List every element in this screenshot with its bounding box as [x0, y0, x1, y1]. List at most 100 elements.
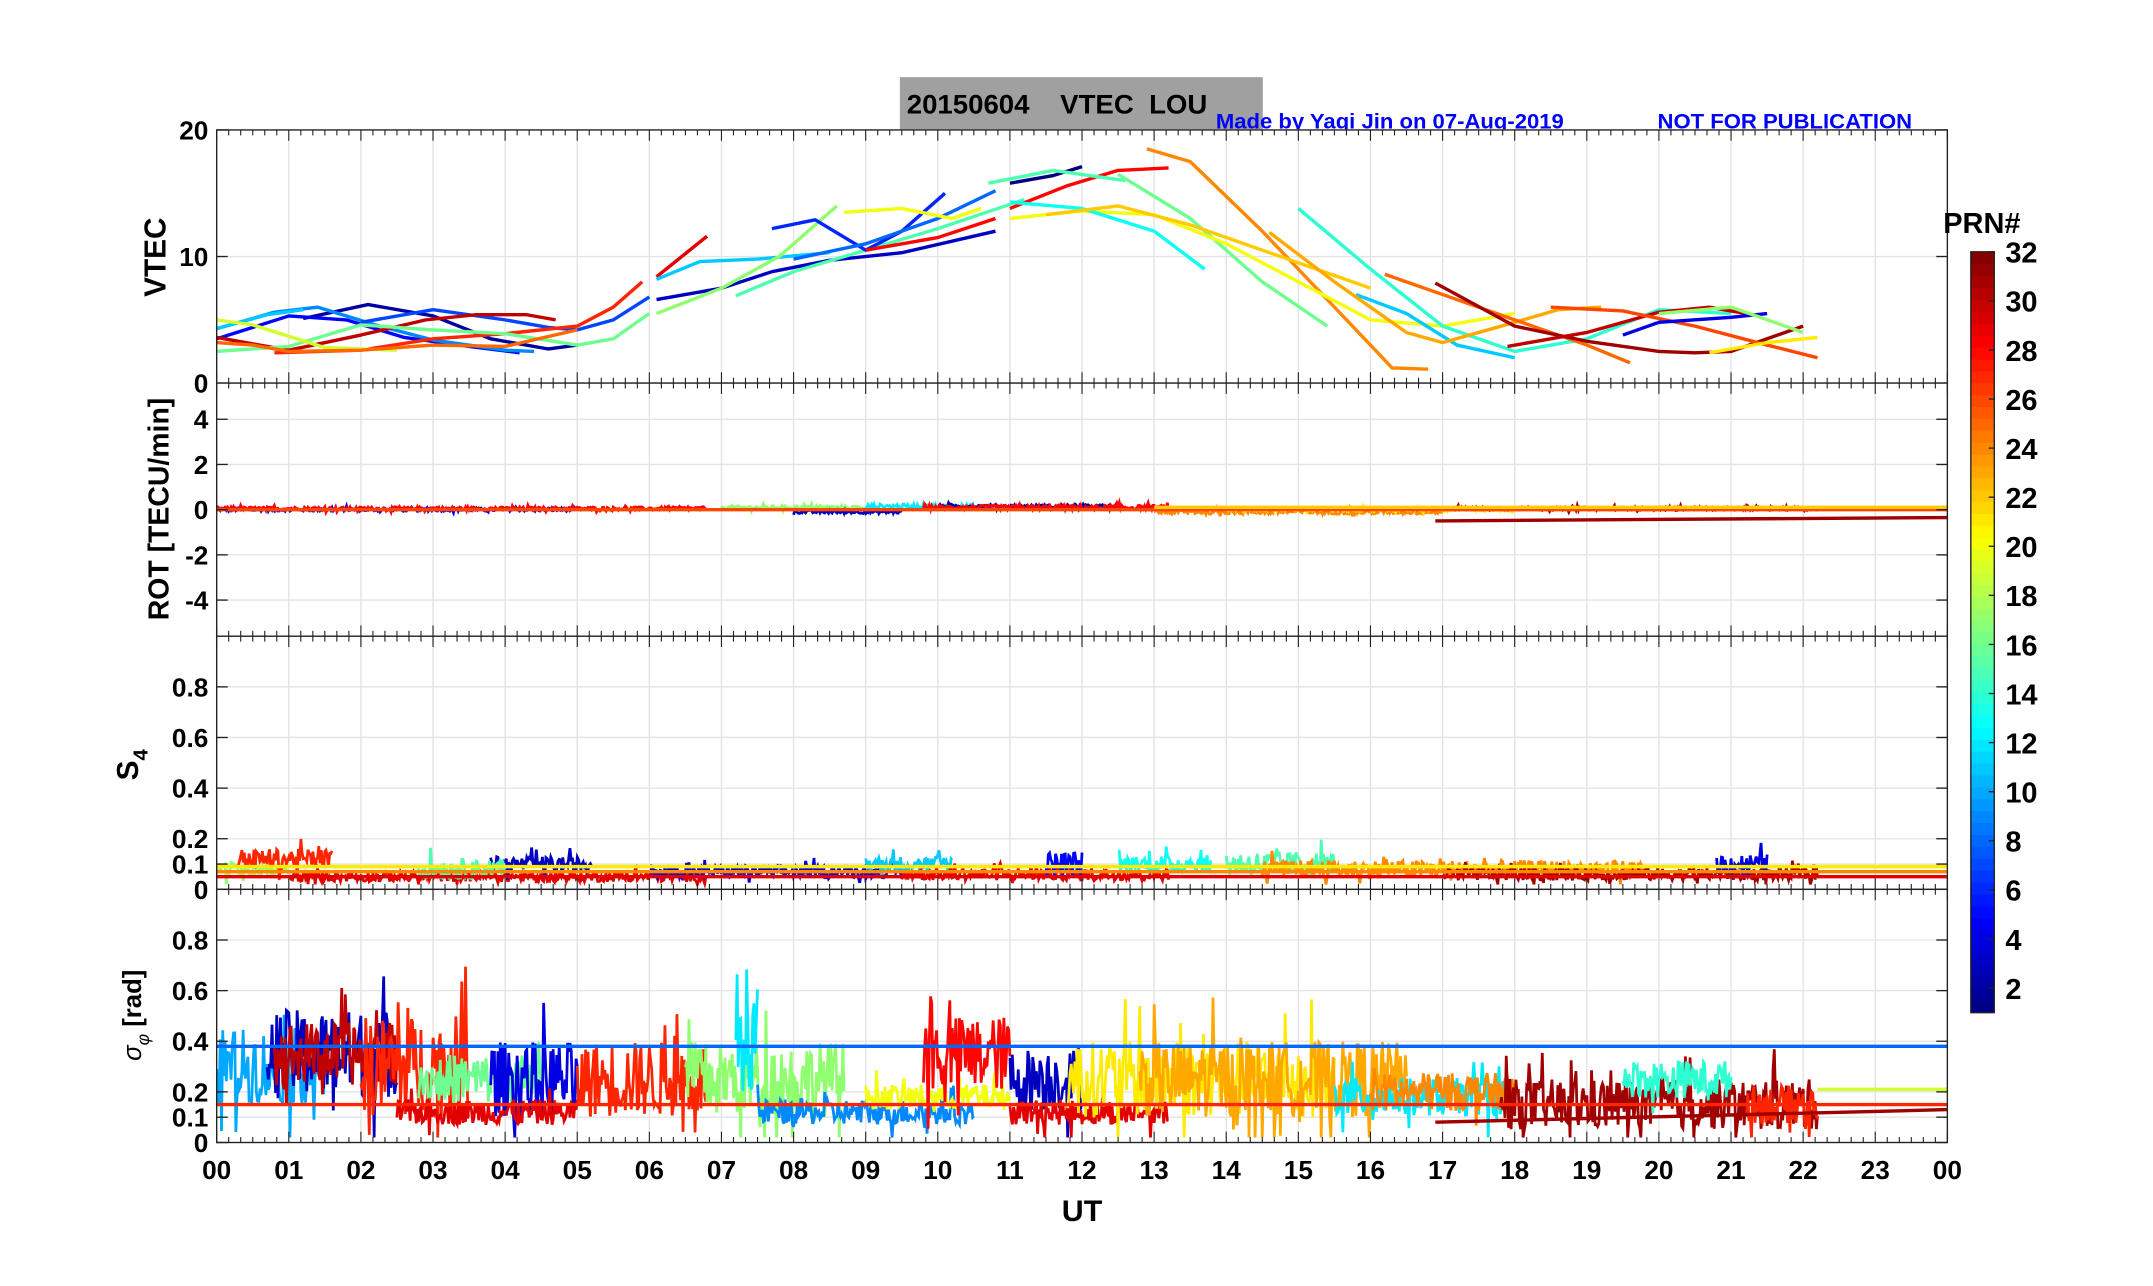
vtec-trace-prn-11	[1355, 292, 1516, 360]
ylabel-rot: ROT [TECU/min]	[143, 398, 175, 621]
vtec-trace-prn-25	[216, 328, 578, 354]
colorbar-swatch	[1970, 275, 1995, 289]
x-tick-label: 11	[996, 1155, 1024, 1185]
y-tick-label: 0.6	[172, 976, 208, 1006]
colorbar-swatch	[1970, 513, 1995, 526]
y-tick-label: 0	[194, 495, 209, 525]
panel-vtec: 0 10 20	[179, 116, 1949, 399]
x-tick-label: 14	[1212, 1155, 1242, 1185]
vtec-trace-prn-11	[655, 251, 830, 281]
colorbar-tick-label: 24	[2005, 434, 2037, 466]
colorbar-swatch	[1970, 798, 1995, 812]
colorbar-swatch	[1970, 893, 1995, 907]
y-tick-label: 0.6	[172, 723, 208, 753]
vtec-trace-prn-22	[1045, 204, 1372, 290]
colorbar-swatch	[1970, 370, 1995, 384]
vtec-trace-prn-16	[1117, 172, 1329, 328]
colorbar-tick-label: 22	[2005, 483, 2037, 515]
vtec-trace-prn-28	[865, 216, 997, 252]
colorbar-tick-label: 12	[2005, 729, 2037, 761]
colorbar-swatch	[1970, 489, 1995, 503]
vtec-trace-prn-29	[655, 234, 709, 279]
colorbar-tick-label: 14	[2005, 680, 2037, 712]
vtec-trace-prn-15	[987, 168, 1126, 185]
x-tick-label: 22	[1789, 1155, 1818, 1185]
level-line-prn-31	[1435, 1107, 1948, 1124]
vtec-trace-prn-31	[1434, 281, 1804, 355]
series-group	[216, 838, 1948, 889]
vtec-trace-prn-20	[843, 206, 982, 221]
colorbar-swatch	[1970, 988, 1995, 1002]
vtec-trace-prn-24	[1146, 147, 1429, 371]
series-prn-24	[1369, 1067, 1517, 1126]
series-prn-28	[922, 996, 1012, 1129]
y-tick-label: 0	[194, 1128, 209, 1158]
y-tick-label: 20	[179, 116, 208, 146]
ylabel-sigma-phi: σφ [rad]	[117, 970, 154, 1061]
x-tick-label: 05	[563, 1155, 592, 1185]
y-tick-label: 0	[194, 875, 209, 905]
colorbar-swatch	[1970, 751, 1995, 764]
colorbar-swatch	[1970, 382, 1995, 396]
y-tick-label: 0	[194, 369, 209, 399]
colorbar-tick-label: 18	[2005, 581, 2037, 613]
xlabel: UT	[1062, 1195, 1103, 1228]
series-group	[216, 497, 1948, 523]
x-tick-label: 21	[1716, 1155, 1745, 1185]
vtec-trace-prn-1	[1009, 165, 1083, 185]
vtec-trace-prn-25	[1384, 272, 1631, 365]
colorbar-swatch	[1970, 394, 1995, 407]
colorbar-frame	[1970, 251, 1995, 1014]
vtec-trace-prn-3	[656, 229, 996, 302]
vtec-trace-prn-13	[1009, 200, 1206, 271]
x-tick-label: 17	[1428, 1155, 1457, 1185]
x-tick-label: 09	[851, 1155, 880, 1185]
series-prn-20	[864, 1070, 1012, 1112]
y-tick-label: 0.2	[172, 1078, 208, 1108]
colorbar-swatch	[1970, 251, 1995, 265]
x-tick-label: 10	[923, 1155, 952, 1185]
colorbar-swatch	[1970, 822, 1995, 835]
colorbar-tick-label: 6	[2005, 876, 2021, 908]
ylabel-s4: S4	[112, 749, 153, 781]
series-prn-5	[1044, 849, 1084, 877]
y-tick-label: 0.8	[172, 673, 208, 703]
colorbar-swatch	[1970, 703, 1995, 717]
y-tick-label: -2	[185, 541, 208, 571]
colorbar-swatch	[1970, 679, 1995, 693]
y-tick-label: 0.2	[172, 824, 208, 854]
colorbar-tick-label: 32	[2005, 238, 2037, 270]
colorbar-swatch	[1970, 917, 1995, 931]
colorbar-label: PRN#	[1943, 208, 2020, 240]
colorbar-swatch	[1970, 834, 1995, 847]
colorbar-swatch	[1970, 953, 1995, 966]
colorbar-swatch	[1970, 632, 1995, 645]
colorbar-swatch	[1970, 786, 1995, 800]
colorbar-tick-label: 2	[2005, 974, 2021, 1006]
colorbar-swatch	[1970, 346, 1995, 360]
y-tick-label: 0.1	[172, 850, 208, 880]
x-tick-label: 03	[418, 1155, 447, 1185]
colorbar-swatch	[1970, 548, 1995, 562]
colorbar-swatch	[1970, 667, 1995, 681]
series-group	[216, 147, 1818, 371]
vtec-trace-prn-21	[1709, 335, 1818, 355]
series-group	[216, 966, 1948, 1138]
colorbar-tick-label: 28	[2005, 336, 2037, 368]
colorbar-swatch	[1970, 1000, 1995, 1014]
colorbar-swatch	[1970, 655, 1995, 669]
x-tick-label: 23	[1861, 1155, 1890, 1185]
panel-s4: 00.10.2 0.4 0.6 0.8	[172, 635, 1949, 905]
colorbar-swatch	[1970, 774, 1995, 788]
vtec-trace-prn-14	[1297, 207, 1732, 354]
vtec-trace-prn-8	[793, 189, 997, 261]
colorbar-swatch	[1970, 299, 1995, 312]
x-tick-label: 20	[1644, 1155, 1673, 1185]
svg-text:S4: S4	[112, 749, 153, 781]
vtec-trace-prn-16	[216, 312, 651, 354]
y-tick-label: 0.4	[172, 774, 209, 804]
series-prn-29	[1008, 1086, 1169, 1138]
y-tick-label: -4	[185, 586, 209, 616]
